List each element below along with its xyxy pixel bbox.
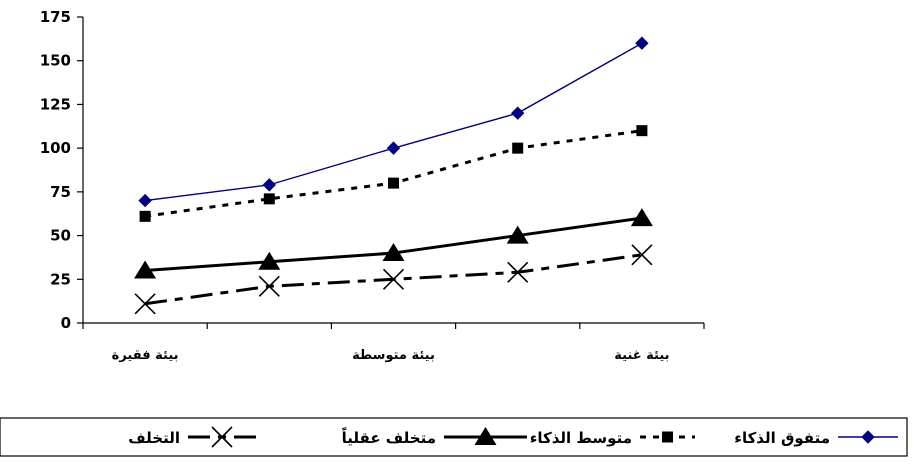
series-layer [134, 36, 653, 315]
data-point [258, 275, 280, 297]
data-point [388, 177, 399, 189]
data-point [512, 142, 524, 154]
data-point [262, 178, 277, 192]
y-tick-label: 125 [40, 95, 71, 113]
y-tick-label: 150 [40, 52, 71, 70]
data-point [139, 210, 151, 222]
legend-label: متوسط الذكاء [530, 429, 632, 447]
legend-marker [861, 430, 875, 444]
data-point [258, 251, 281, 270]
y-tick-label: 175 [40, 8, 71, 26]
data-point [134, 260, 157, 279]
series-line [145, 42, 643, 202]
data-point [631, 244, 653, 266]
x-tick-label: بيئة فقيرة [112, 348, 179, 363]
data-point [636, 125, 648, 137]
data-point [507, 261, 529, 283]
legend-marker [211, 426, 233, 448]
legend-item: متوسط الذكاء [530, 429, 695, 447]
data-point [386, 141, 401, 155]
data-point [382, 268, 405, 290]
x-tick-label: بيئة متوسطة [352, 348, 435, 363]
series-4 [134, 244, 653, 315]
series-3 [134, 208, 653, 279]
y-tick-label: 25 [50, 270, 71, 288]
x-tick-label: بيئة غنية [614, 348, 669, 363]
y-axis: 0 25 50 75 100 125 150 175 [40, 8, 84, 332]
legend-box [0, 417, 908, 457]
y-tick-label: 100 [40, 139, 71, 157]
data-point [134, 293, 156, 315]
data-point [382, 243, 405, 262]
y-tick-label: 50 [50, 227, 71, 245]
legend-item: متخلف عقلياً [341, 427, 527, 447]
legend: متفوق الذكاء متوسط الذكاء متخلف عقلياً التخ… [0, 417, 908, 457]
y-tick-label: 75 [50, 183, 71, 201]
data-point [506, 225, 529, 244]
data-point [510, 106, 525, 120]
data-point [630, 208, 653, 227]
data-point [635, 36, 649, 50]
legend-label: التخلف [128, 429, 180, 447]
data-point [263, 193, 275, 205]
series-1 [138, 36, 649, 208]
legend-label: متخلف عقلياً [341, 427, 436, 447]
y-tick-label: 0 [61, 314, 71, 332]
legend-item: متفوق الذكاء [734, 429, 898, 447]
legend-marker [662, 431, 673, 443]
legend-label: متفوق الذكاء [734, 429, 830, 447]
legend-marker [474, 427, 497, 445]
x-axis: بيئة فقيرة بيئة متوسطة بيئة غنية [82, 322, 705, 363]
data-point [138, 193, 152, 208]
series-2 [139, 125, 648, 222]
legend-item: التخلف [128, 426, 256, 448]
